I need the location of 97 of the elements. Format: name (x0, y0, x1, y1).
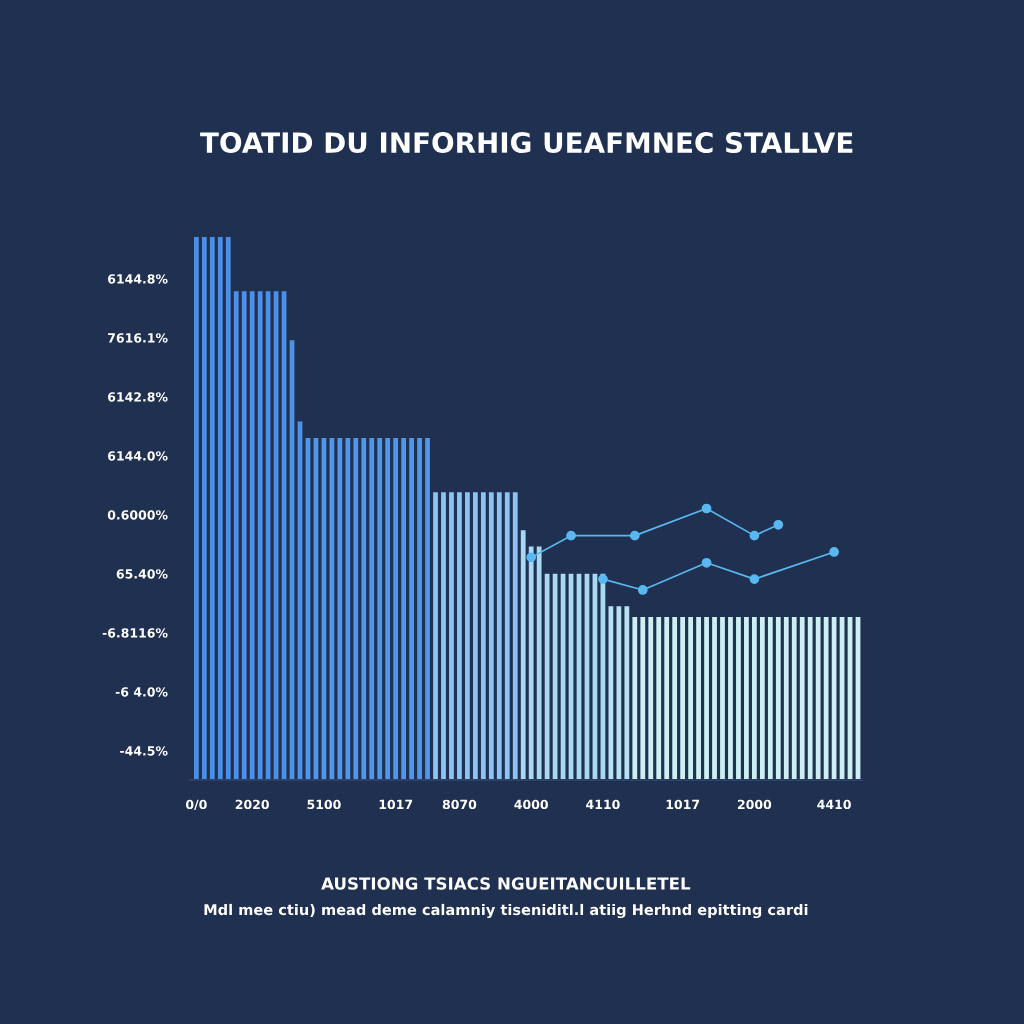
point (629, 530, 640, 541)
bar (696, 617, 701, 780)
bar (401, 437, 407, 780)
bar (425, 437, 430, 780)
bar (624, 606, 630, 780)
x-tick-label: 4410 (817, 799, 851, 810)
point (566, 530, 576, 541)
bar (712, 617, 717, 780)
bar (345, 437, 351, 780)
bar (823, 617, 829, 780)
bar (767, 617, 773, 780)
bar (807, 617, 813, 780)
text: -44.5% (120, 746, 168, 756)
text: 7616.1% (108, 333, 168, 343)
bar (217, 237, 223, 780)
x-tick-label: 4110 (586, 799, 620, 810)
bar (257, 291, 263, 780)
bar (353, 437, 359, 780)
bar (736, 617, 741, 780)
bar (688, 617, 693, 780)
bar (457, 492, 462, 780)
text: 0.6000% (107, 510, 168, 520)
bar (640, 617, 646, 780)
text: 65.40% (116, 569, 168, 579)
bar (775, 617, 781, 780)
bar (233, 291, 239, 780)
bar (385, 437, 391, 780)
bar (656, 617, 662, 780)
bar (496, 492, 502, 780)
bar (751, 617, 757, 780)
bar (441, 492, 446, 780)
bar (720, 617, 725, 780)
bar (744, 617, 749, 780)
bar (648, 617, 654, 780)
bar (632, 617, 638, 780)
chart-title: TOATID DU INFORHIG UEAFMNEC STALLVE (200, 132, 853, 154)
bar (544, 573, 550, 780)
x-tick-label: 5100 (307, 799, 341, 810)
bar (480, 492, 486, 780)
bar (409, 437, 414, 780)
bar (377, 437, 383, 780)
x-tick-label: 8070 (442, 799, 477, 810)
text: 6144.0% (108, 451, 168, 461)
bar (201, 237, 207, 780)
text: -6.8116% (102, 628, 168, 638)
text: 6142.8% (108, 392, 168, 402)
point (526, 552, 537, 563)
bar (265, 291, 271, 780)
bar (791, 617, 797, 780)
bar (704, 617, 709, 780)
bar (337, 437, 343, 780)
bar (520, 530, 526, 780)
point (829, 547, 839, 557)
bar (728, 617, 733, 780)
bar (616, 606, 622, 780)
point (701, 557, 712, 568)
bar (512, 492, 518, 780)
bar (433, 492, 438, 780)
bar (672, 617, 678, 780)
bar (664, 617, 670, 780)
x-tick-label: 0/0 (185, 799, 207, 811)
point (637, 585, 648, 595)
bar (249, 291, 255, 780)
point (598, 574, 608, 584)
bar (209, 237, 215, 780)
x-tick-label: 2020 (235, 799, 269, 810)
bar (241, 291, 247, 780)
text: 6144.8% (108, 274, 168, 284)
bar (393, 437, 399, 780)
bar (465, 492, 470, 780)
text: AUSTIONG TSIACS NGUEITANCUILLETEL (321, 877, 691, 890)
point (773, 519, 784, 530)
bar (504, 492, 510, 780)
bar (225, 237, 231, 780)
bar (759, 617, 765, 780)
x-tick-label: 1017 (666, 799, 700, 810)
bar (417, 437, 422, 780)
x-tick-label: 2000 (737, 799, 772, 810)
text: Mdl mee ctiu) mead deme calamniy tiseniditl.l atiig Herhnd epitting cardi (204, 903, 808, 919)
bar (369, 437, 375, 780)
bar (815, 617, 821, 780)
bar (528, 546, 534, 780)
x-tick-label: 1017 (379, 799, 413, 810)
bar (449, 492, 454, 780)
bar (193, 237, 199, 780)
point (701, 503, 712, 514)
bar (472, 492, 478, 780)
bar (783, 617, 789, 780)
bar (361, 437, 367, 780)
text: -6 4.0% (115, 687, 168, 697)
bar (488, 492, 494, 780)
point (749, 530, 760, 541)
bar (680, 617, 686, 780)
x-tick-label: 4000 (514, 799, 548, 810)
bar (536, 546, 542, 780)
point (749, 574, 760, 584)
bar (799, 617, 805, 780)
